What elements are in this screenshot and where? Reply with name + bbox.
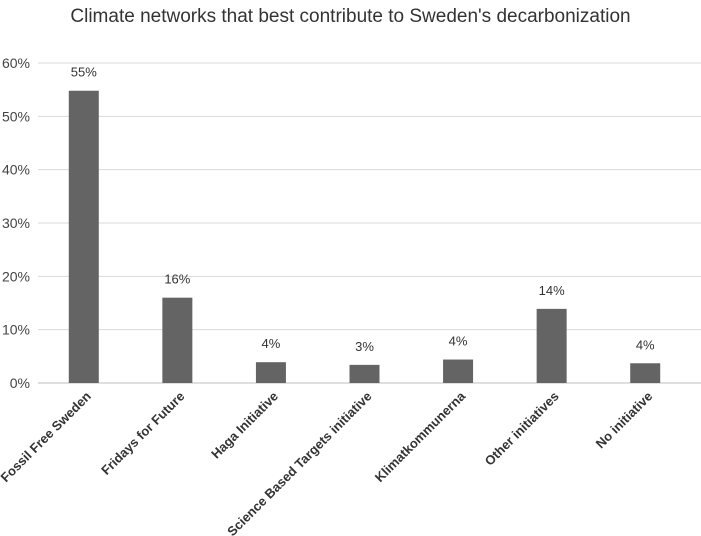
data-label: 4%	[636, 337, 655, 352]
bar	[443, 359, 474, 383]
y-tick-label: 60%	[2, 55, 30, 71]
bar	[255, 362, 286, 383]
x-tick-label: Haga Initiative	[208, 389, 281, 462]
data-label: 14%	[539, 283, 565, 298]
bar	[68, 90, 99, 383]
data-label: 16%	[164, 272, 190, 287]
chart-title: Climate networks that best contribute to…	[70, 6, 631, 27]
y-tick-label: 20%	[2, 268, 30, 284]
y-tick-label: 40%	[2, 162, 30, 178]
bar	[349, 364, 380, 383]
data-label: 55%	[71, 65, 97, 80]
data-label: 3%	[355, 339, 374, 354]
x-tick-label: Science Based Targets initiative	[224, 389, 374, 536]
data-label: 4%	[449, 334, 468, 349]
x-tick-label: No initiative	[593, 389, 656, 452]
x-tick-label: Klimatkommunerna	[372, 388, 469, 485]
bar	[536, 308, 567, 383]
y-tick-label: 10%	[2, 322, 30, 338]
y-tick-label: 0%	[10, 375, 30, 391]
data-label: 4%	[262, 336, 281, 351]
x-tick-label: Fossil Free Sweden	[0, 388, 94, 484]
bar	[630, 363, 661, 383]
x-tick-label: Other initiatives	[482, 389, 562, 469]
bar	[162, 297, 193, 383]
y-tick-label: 30%	[2, 215, 30, 231]
x-tick-label: Fridays for Future	[98, 389, 187, 478]
y-tick-label: 50%	[2, 108, 30, 124]
